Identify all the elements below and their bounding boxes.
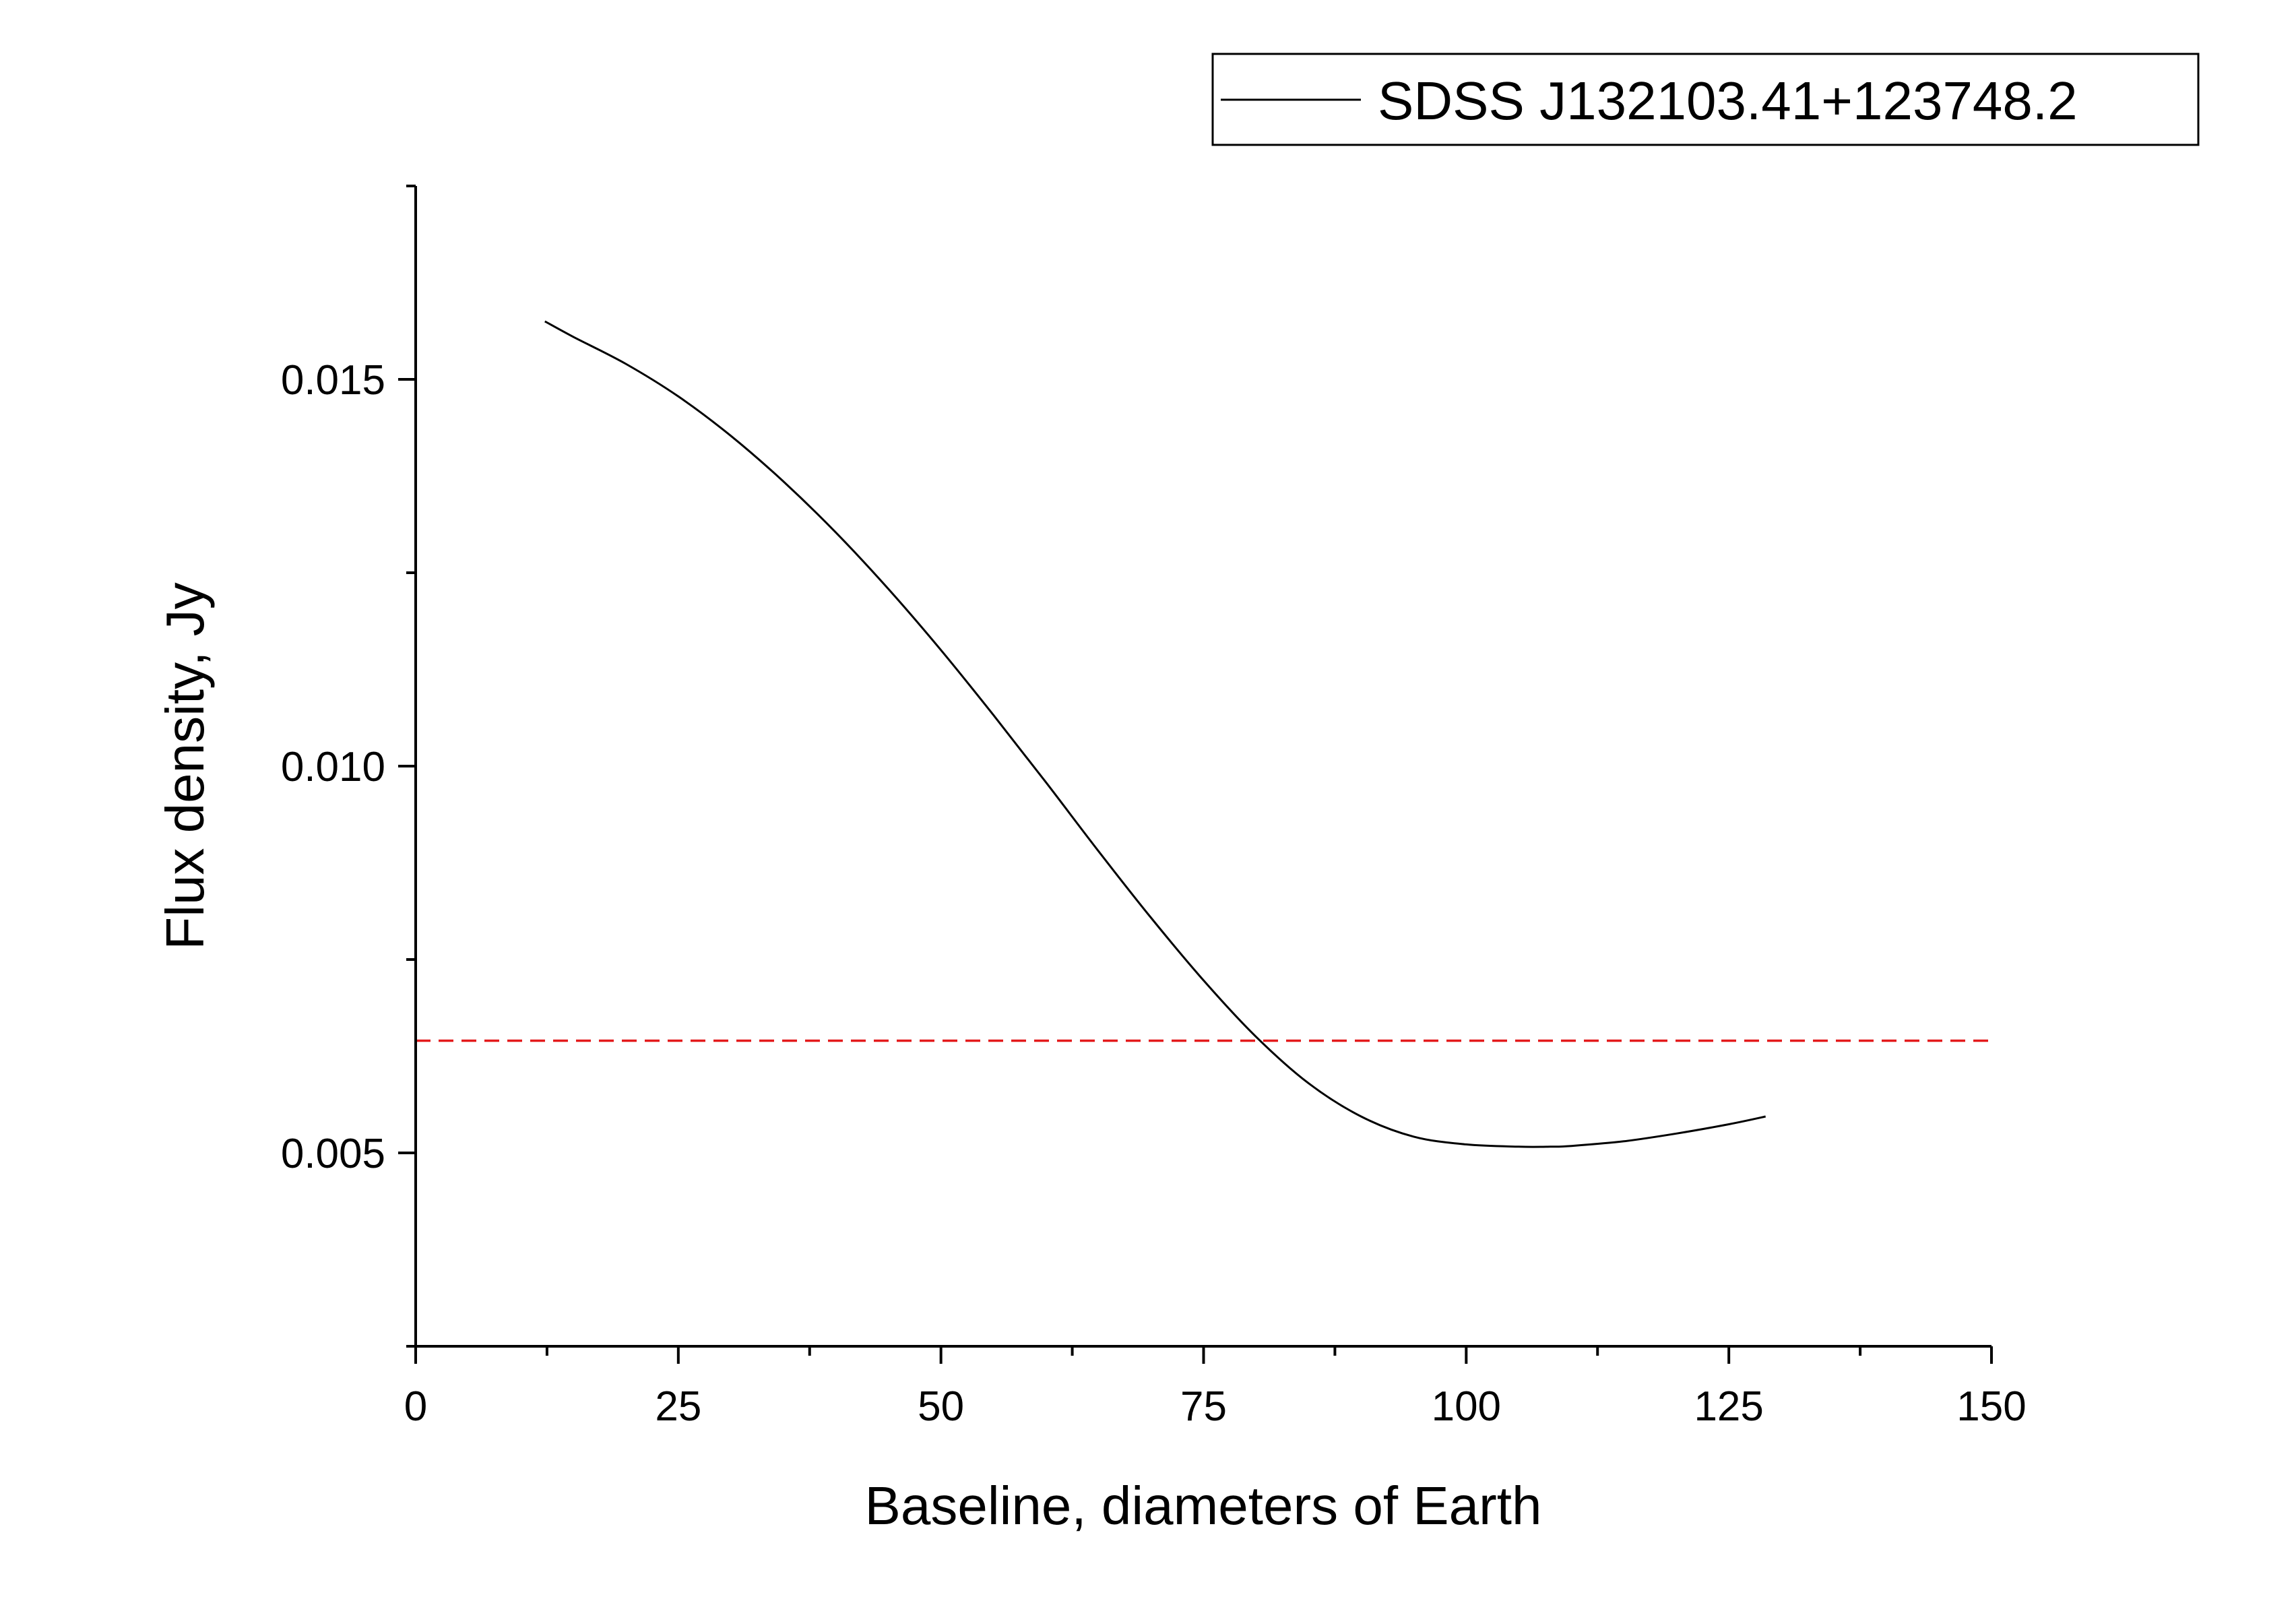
y-axis-title: Flux density, Jy [155, 582, 215, 949]
axes [414, 186, 1991, 1348]
y-tick-label: 0.010 [281, 744, 385, 790]
x-tick-label: 0 [404, 1383, 427, 1430]
legend-box [1211, 53, 2200, 146]
y-tick-label: 0.005 [281, 1131, 385, 1177]
ticks: 0 25 50 75 100 125 150 0.005 0.010 0.015 [281, 185, 2027, 1430]
series-line-0 [544, 320, 1766, 1148]
x-tick-label: 50 [918, 1383, 964, 1430]
x-axis-title: Baseline, diameters of Earth [865, 1476, 1542, 1536]
x-tick-label: 125 [1694, 1383, 1763, 1430]
x-tick-label: 150 [1956, 1383, 2026, 1430]
legend: SDSS J132103.41+123748.2 [1211, 53, 2200, 146]
x-tick-label: 25 [655, 1383, 701, 1430]
series-layer [416, 320, 1991, 1148]
y-tick-label: 0.015 [281, 357, 385, 404]
x-tick-label: 75 [1180, 1383, 1227, 1430]
x-tick-label: 100 [1432, 1383, 1501, 1430]
legend-label: SDSS J132103.41+123748.2 [1378, 71, 2078, 131]
